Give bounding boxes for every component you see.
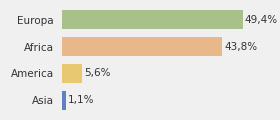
Text: 1,1%: 1,1% <box>67 95 94 105</box>
Text: 49,4%: 49,4% <box>245 15 278 25</box>
Bar <box>62 64 82 83</box>
Bar <box>62 10 243 29</box>
Bar <box>62 37 222 56</box>
Text: 5,6%: 5,6% <box>84 68 111 78</box>
Bar <box>62 91 66 110</box>
Text: 43,8%: 43,8% <box>224 42 257 52</box>
